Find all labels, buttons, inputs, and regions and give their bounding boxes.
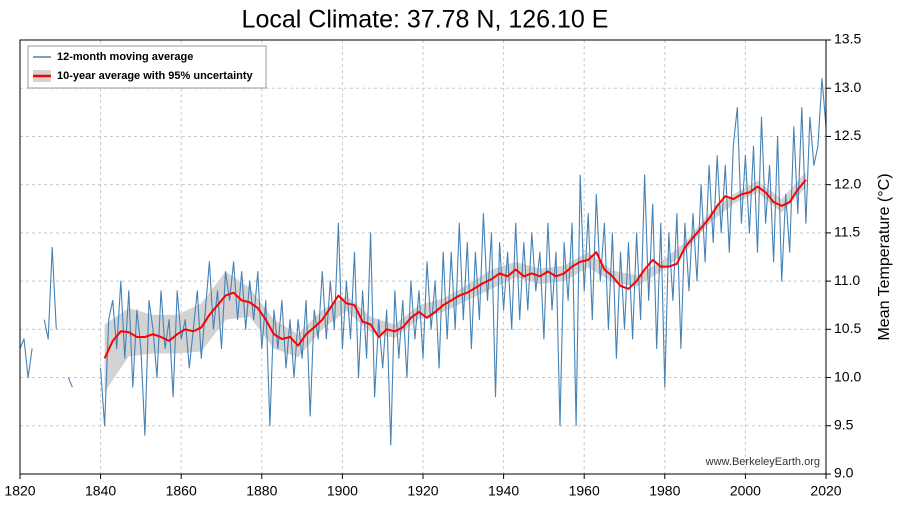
y-tick-label: 11.0 [834, 272, 860, 288]
credit: www.BerkeleyEarth.org [705, 456, 820, 468]
y-tick-label: 10.5 [834, 320, 861, 336]
x-tick-label: 1980 [649, 483, 680, 499]
legend-label: 12-month moving average [57, 51, 193, 63]
x-tick-label: 2020 [810, 483, 841, 499]
x-tick-label: 1840 [85, 483, 116, 499]
y-axis-label: Mean Temperature (°C) [876, 173, 893, 340]
y-tick-label: 9.0 [834, 465, 854, 481]
legend-box [27, 45, 267, 89]
y-tick-label: 12.5 [834, 127, 861, 143]
y-tick-label: 13.0 [834, 79, 861, 95]
legend-label: 10-year average with 95% uncertainty [57, 70, 254, 82]
legend: 12-month moving average 10-year average w… [27, 45, 267, 89]
x-tick-label: 1920 [407, 483, 438, 499]
y-tick-label: 12.0 [834, 175, 861, 191]
series-line [103, 179, 807, 359]
chart-title: Local Climate: 37.78 N, 126.10 E [242, 6, 609, 34]
x-tick-label: 1820 [4, 483, 35, 499]
x-tick-label: 1880 [246, 483, 277, 499]
y-tick-label: 11.5 [834, 224, 860, 240]
y-tick-label: 13.5 [834, 31, 861, 47]
x-tick-label: 2000 [730, 483, 761, 499]
y-tick-label: 10.0 [834, 368, 861, 384]
y-tick-label: 9.5 [834, 416, 854, 432]
series-line [19, 78, 827, 446]
x-tick-label: 1960 [569, 483, 600, 499]
x-tick-label: 1940 [488, 483, 519, 499]
x-tick-label: 1860 [166, 483, 197, 499]
plot-frame [19, 39, 827, 475]
x-tick-label: 1900 [327, 483, 358, 499]
